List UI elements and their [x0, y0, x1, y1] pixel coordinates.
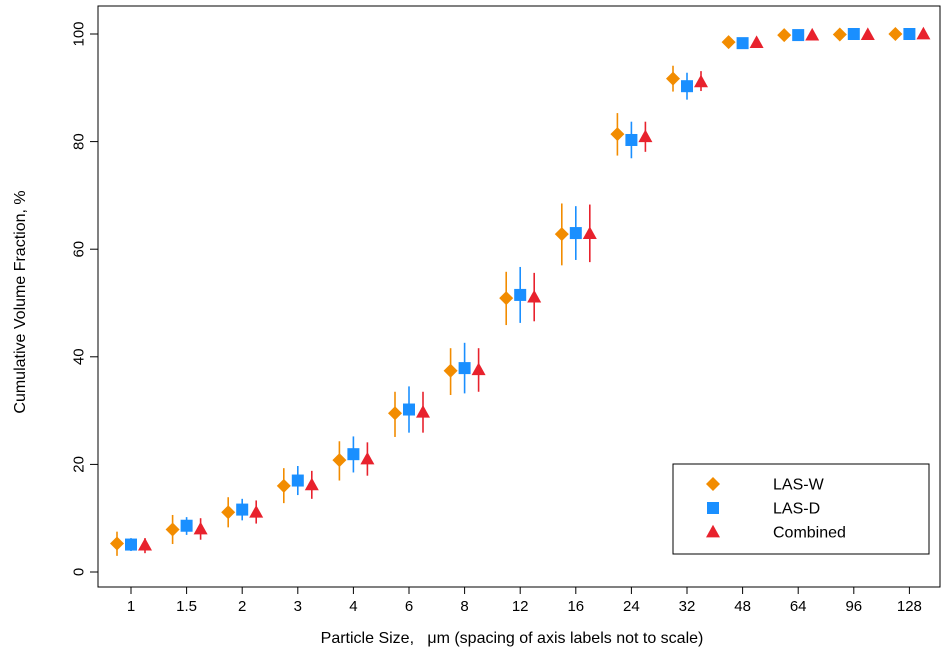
x-tick-label: 24: [623, 598, 640, 615]
data-marks: [110, 26, 931, 556]
y-tick-label: 0: [70, 568, 87, 576]
data-point: [582, 226, 597, 239]
data-point: [514, 288, 527, 301]
data-point: [638, 129, 653, 143]
series-las-d: [125, 28, 916, 552]
data-point: [847, 28, 860, 40]
data-point: [610, 127, 625, 142]
data-point: [388, 406, 402, 421]
data-point: [554, 227, 569, 242]
x-axis: 1 1.5 2 3 4 6 8 12 16 24 32 48 64 96 128: [127, 587, 922, 615]
data-point: [458, 362, 471, 375]
x-tick-label: 6: [405, 598, 413, 615]
y-tick-label: 40: [70, 348, 87, 365]
y-axis: 0 20 40 60 80 100: [70, 21, 98, 576]
x-tick-label: 96: [845, 598, 862, 615]
y-tick-label: 100: [70, 21, 87, 46]
series-las-w: [110, 27, 903, 556]
y-axis-title: Cumulative Volume Fraction, %: [12, 190, 29, 413]
data-point: [291, 474, 304, 487]
data-point: [125, 538, 137, 551]
x-tick-label: 3: [294, 598, 302, 615]
legend: LAS-W LAS-D Combined: [672, 463, 930, 555]
data-point: [471, 362, 486, 376]
legend-marker: [707, 502, 719, 514]
x-tick-label: 2: [238, 598, 246, 615]
data-point: [165, 522, 180, 537]
x-tick-label: 1: [127, 598, 135, 615]
legend-marker: [706, 477, 720, 491]
data-point: [276, 478, 291, 493]
data-point: [403, 403, 415, 416]
x-tick-label: 8: [460, 598, 468, 615]
data-point: [777, 28, 792, 43]
data-point: [792, 29, 805, 42]
data-point: [236, 503, 249, 516]
x-tick-label: 12: [512, 598, 529, 615]
data-point: [736, 37, 749, 50]
data-point: [180, 519, 193, 532]
data-point: [666, 71, 680, 86]
data-point: [916, 26, 931, 40]
x-tick-label: 48: [734, 598, 751, 615]
data-point: [625, 133, 638, 146]
x-tick-label: 16: [567, 598, 584, 615]
data-point: [903, 28, 916, 40]
x-tick-label: 4: [349, 598, 357, 615]
x-tick-label: 128: [897, 598, 922, 615]
data-point: [138, 537, 152, 551]
data-point: [681, 80, 693, 93]
data-point: [360, 451, 375, 465]
plot-area: [97, 5, 941, 588]
data-point: [860, 27, 875, 40]
legend-label: LAS-D: [773, 501, 820, 518]
plot-frame: [97, 5, 941, 588]
data-point: [193, 521, 208, 535]
data-point: [347, 448, 360, 461]
series-combined: [138, 26, 931, 554]
data-point: [888, 27, 903, 41]
data-point: [527, 289, 542, 303]
data-point: [832, 27, 847, 42]
data-point: [332, 453, 347, 468]
data-point: [304, 477, 319, 491]
x-tick-label: 32: [679, 598, 696, 615]
data-point: [249, 505, 264, 518]
data-point: [443, 363, 458, 378]
y-tick-label: 60: [70, 241, 87, 258]
data-point: [569, 227, 582, 240]
legend-label: Combined: [773, 525, 846, 542]
data-point: [110, 536, 124, 551]
data-point: [416, 405, 430, 418]
legend-marker: [706, 524, 720, 538]
data-point: [805, 27, 820, 41]
y-tick-label: 20: [70, 456, 87, 473]
legend-label: LAS-W: [773, 477, 825, 494]
y-tick-label: 80: [70, 133, 87, 150]
data-point: [749, 35, 764, 49]
data-point: [499, 291, 514, 306]
data-point: [221, 505, 236, 520]
data-point: [721, 35, 736, 50]
data-point: [694, 74, 708, 88]
x-tick-label: 64: [790, 598, 807, 615]
x-axis-title: Particle Size, μm (spacing of axis label…: [321, 630, 704, 647]
x-tick-label: 1.5: [176, 598, 197, 615]
